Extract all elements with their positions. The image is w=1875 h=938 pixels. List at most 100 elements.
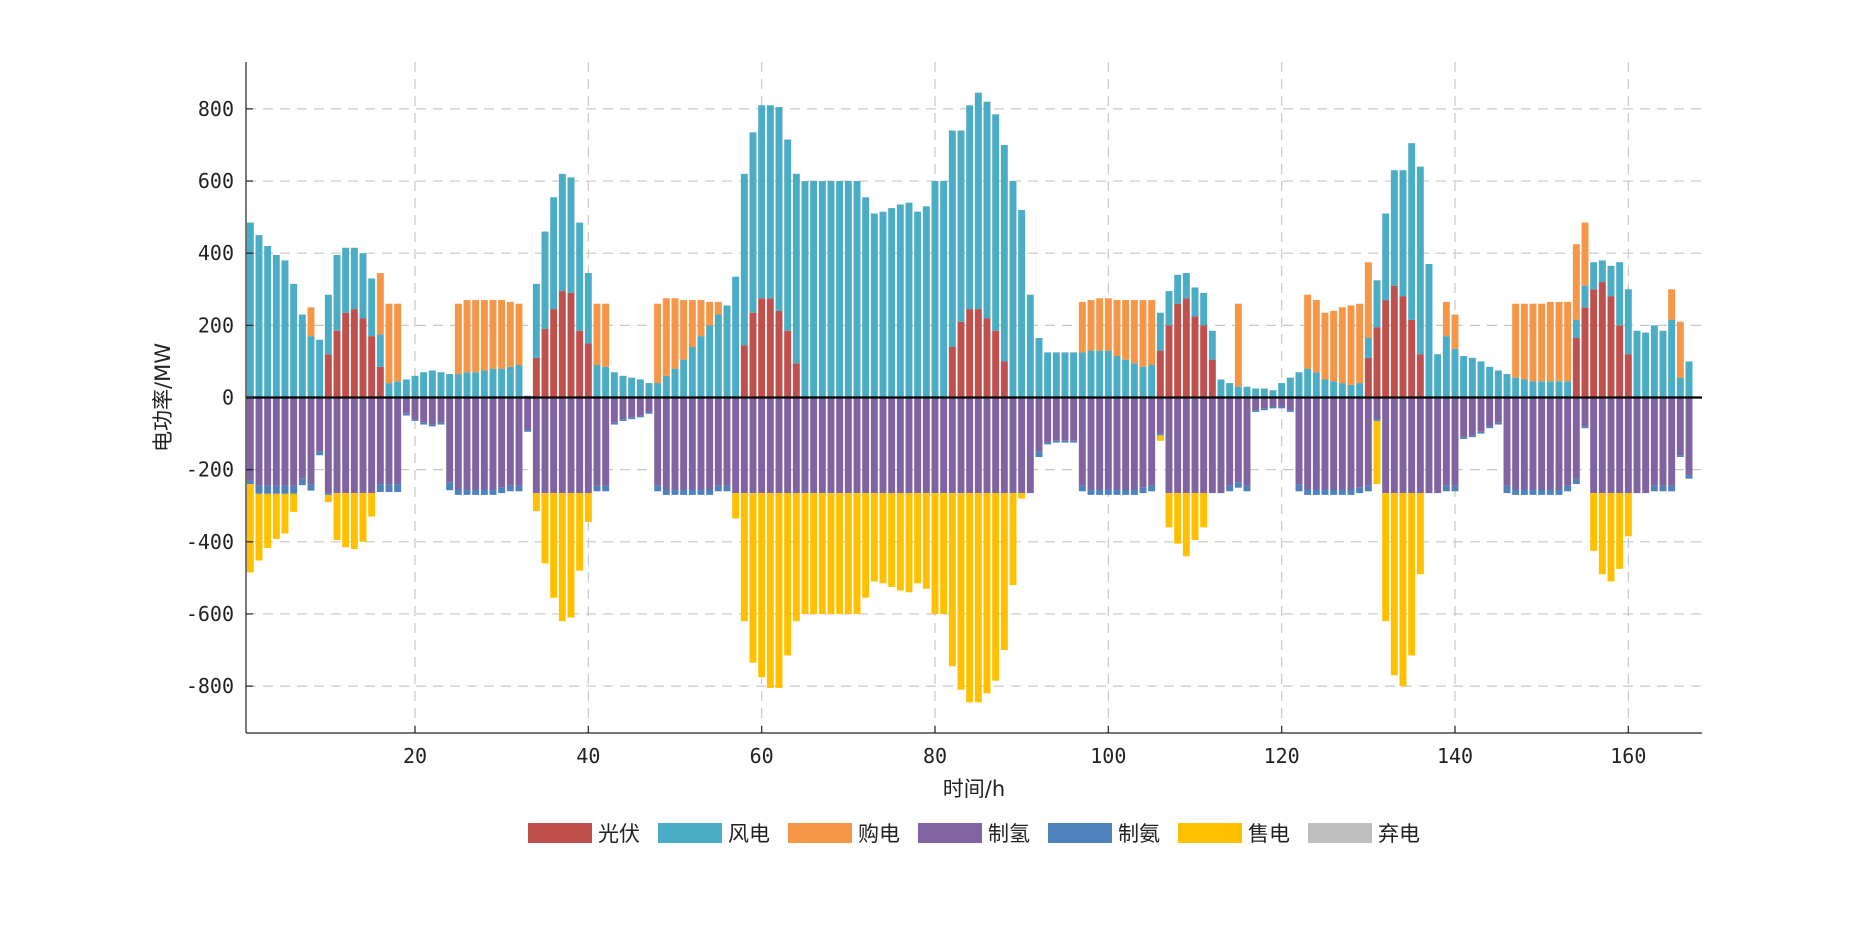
bar-segment xyxy=(1243,386,1251,398)
bar-segment xyxy=(758,493,766,678)
bar-segment xyxy=(1668,397,1676,486)
bar-segment xyxy=(342,397,350,494)
bar-segment xyxy=(1104,298,1112,351)
bar-segment xyxy=(853,181,861,398)
bar-segment xyxy=(1416,493,1424,575)
bar-segment xyxy=(853,397,861,494)
bar-segment xyxy=(1070,397,1078,441)
bar-segment xyxy=(1607,493,1615,582)
bar-segment xyxy=(567,177,575,293)
bar-segment xyxy=(290,283,298,398)
bar-segment xyxy=(1321,397,1329,490)
bar-segment xyxy=(324,294,332,355)
bar-segment xyxy=(1503,397,1511,486)
bar-segment xyxy=(437,422,445,425)
bar-segment xyxy=(619,397,627,420)
bar-segment xyxy=(1122,489,1130,495)
bar-segment xyxy=(1477,397,1485,432)
bar-segment xyxy=(576,397,584,494)
bar-segment xyxy=(1165,291,1173,326)
bar-segment xyxy=(784,330,792,398)
bar-segment xyxy=(1278,397,1286,407)
bar-segment xyxy=(706,301,714,326)
bar-segment xyxy=(870,493,878,582)
bar-segment xyxy=(1087,489,1095,495)
bar-segment xyxy=(688,489,696,495)
bar-segment xyxy=(411,397,419,420)
bar-segment xyxy=(376,334,384,367)
bar-segment xyxy=(714,301,722,315)
bar-segment xyxy=(1148,365,1156,398)
bar-segment xyxy=(732,493,740,519)
bar-segment xyxy=(1234,386,1242,398)
bar-segment xyxy=(420,372,428,398)
bar-segment xyxy=(1581,285,1589,308)
bar-segment xyxy=(836,493,844,614)
bar-segment xyxy=(1304,489,1312,495)
bar-segment xyxy=(1642,397,1650,494)
bar-segment xyxy=(749,312,757,398)
bar-segment xyxy=(1390,397,1398,494)
bar-segment xyxy=(1182,298,1190,398)
bar-segment xyxy=(1633,397,1641,494)
bar-segment xyxy=(645,383,653,398)
bar-segment xyxy=(428,370,436,398)
bar-segment xyxy=(1156,397,1164,434)
bar-segment xyxy=(1373,420,1381,485)
bar-segment xyxy=(550,309,558,398)
bar-segment xyxy=(281,260,289,398)
bar-segment xyxy=(1494,397,1502,423)
bar-segment xyxy=(1156,312,1164,351)
bar-segment xyxy=(922,206,930,398)
bar-segment xyxy=(246,397,254,481)
bar-segment xyxy=(948,397,956,494)
bar-segment xyxy=(1477,431,1485,434)
bar-segment xyxy=(1546,301,1554,382)
bar-segment xyxy=(1148,300,1156,366)
bar-segment xyxy=(489,300,497,369)
bar-segment xyxy=(1208,359,1216,398)
bar-segment xyxy=(584,343,592,398)
bar-segment xyxy=(1018,493,1026,499)
bar-segment xyxy=(1529,489,1537,495)
bar-segment xyxy=(567,397,575,494)
bar-segment xyxy=(1096,489,1104,495)
bar-segment xyxy=(1581,426,1589,429)
bar-segment xyxy=(1338,383,1346,398)
bar-segment xyxy=(1616,397,1624,494)
bar-segment xyxy=(671,489,679,495)
bar-segment xyxy=(1286,377,1294,398)
bar-segment xyxy=(1087,350,1095,398)
bar-segment xyxy=(1321,312,1329,380)
bar-segment xyxy=(801,181,809,398)
bar-segment xyxy=(1000,493,1008,651)
bar-segment xyxy=(1555,397,1563,490)
bar-segment xyxy=(862,197,870,398)
bar-segment xyxy=(550,397,558,494)
legend-swatch xyxy=(1308,823,1372,843)
bar-segment xyxy=(784,493,792,656)
bar-segment xyxy=(446,374,454,398)
bar-segment xyxy=(784,397,792,494)
x-tick-label: 120 xyxy=(1264,744,1300,768)
bar-segment xyxy=(801,493,809,614)
bar-segment xyxy=(775,397,783,494)
bar-segment xyxy=(1650,325,1658,398)
legend-swatch xyxy=(1178,823,1242,843)
bar-segment xyxy=(255,235,263,398)
bar-segment xyxy=(957,321,965,398)
bar-segment xyxy=(532,397,540,494)
bar-segment xyxy=(827,181,835,398)
bar-segment xyxy=(1572,319,1580,338)
bar-segment xyxy=(1538,397,1546,490)
bar-segment xyxy=(888,208,896,398)
bar-segment xyxy=(385,383,393,398)
bar-segment xyxy=(472,397,480,490)
bar-segment xyxy=(1607,397,1615,494)
bar-segment xyxy=(1304,397,1312,490)
bar-segment xyxy=(1009,181,1017,398)
bar-segment xyxy=(463,372,471,398)
bar-segment xyxy=(255,397,263,486)
bar-segment xyxy=(316,451,324,456)
bar-segment xyxy=(307,336,315,398)
